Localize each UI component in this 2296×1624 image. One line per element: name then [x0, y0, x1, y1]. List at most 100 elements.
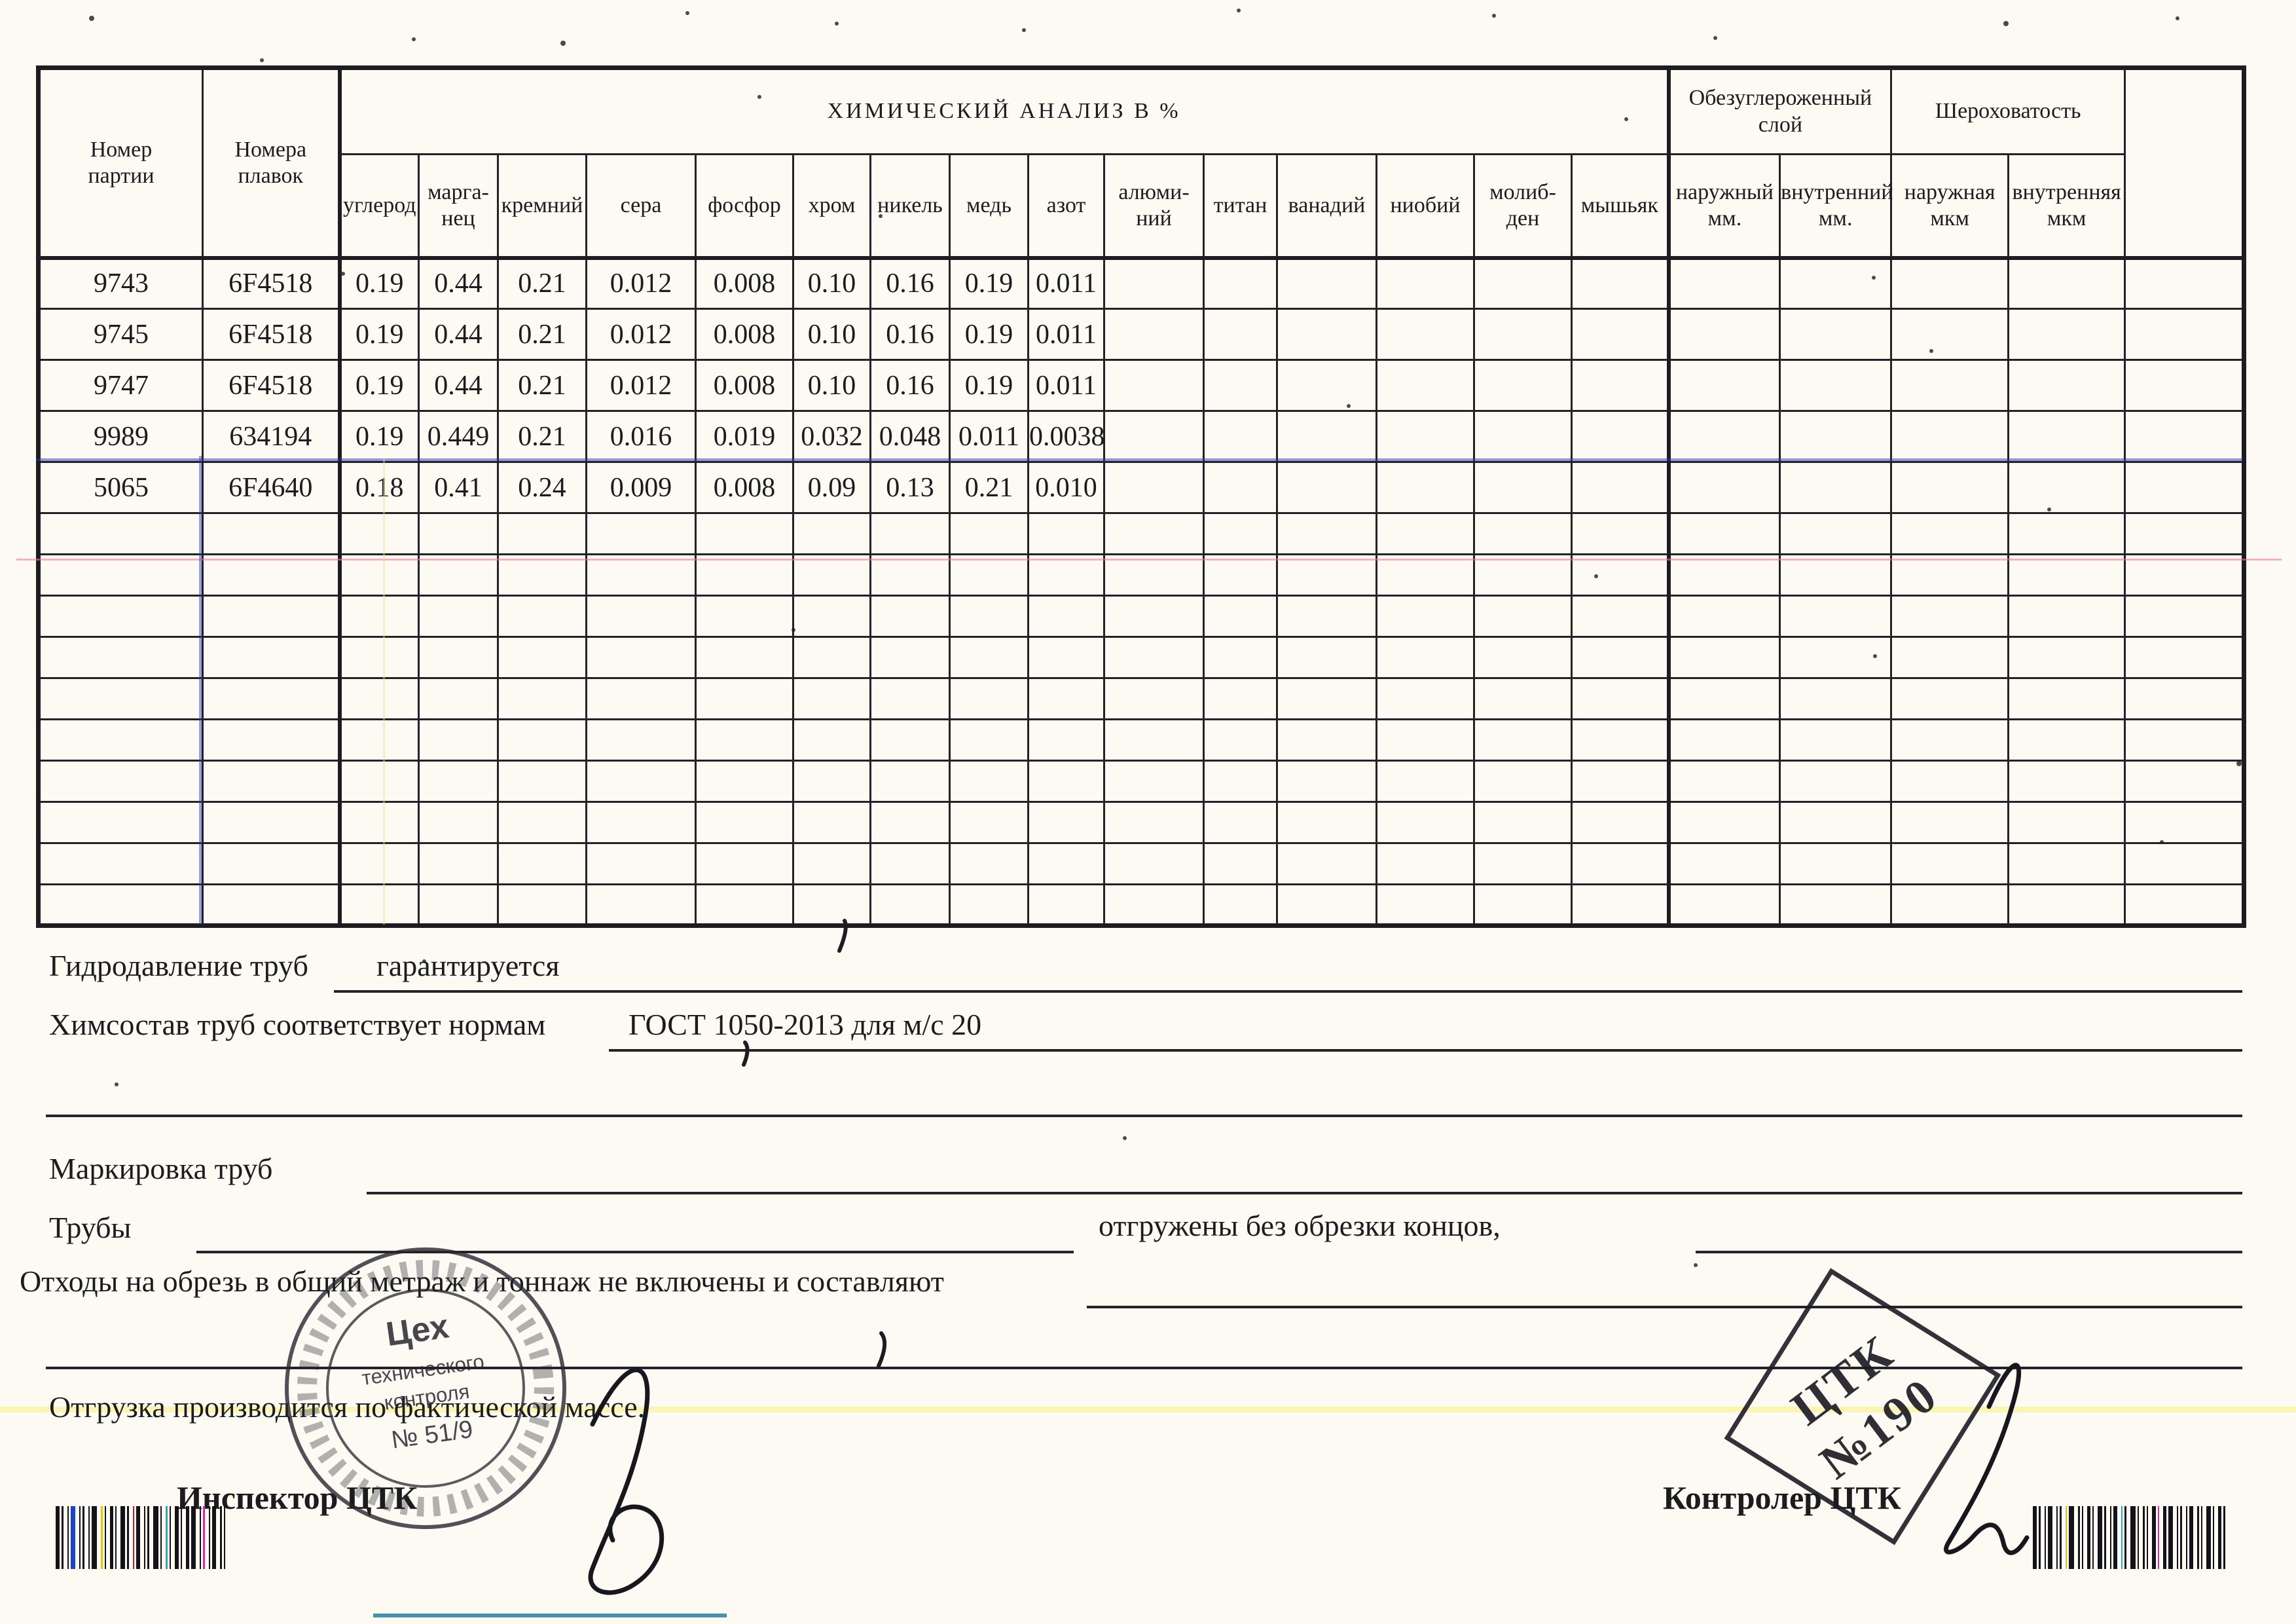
empty-cell: [1103, 553, 1205, 597]
sub-header: ниобий: [1376, 153, 1475, 259]
empty-cell: [1779, 718, 1893, 762]
empty-cell: [1666, 636, 1781, 679]
pen-marks: [742, 919, 887, 1368]
empty-cell: [497, 553, 587, 597]
empty-cell: [2007, 883, 2126, 927]
group-header-roughness: Шероховатость: [1890, 67, 2126, 155]
empty-cell: [1027, 512, 1105, 555]
cell: [2124, 461, 2246, 514]
empty-cell: [1203, 553, 1278, 597]
cell: 0.16: [869, 359, 951, 412]
empty-cell: [869, 718, 951, 762]
table-row: 9747 6F4518 0.19 0.44 0.21 0.012 0.008 0.10 0.16…: [37, 359, 2246, 412]
blank-rule: [46, 1115, 2242, 1117]
barcode-right: [2033, 1506, 2225, 1569]
empty-cell: [792, 553, 871, 597]
cell: 0.0038: [1027, 410, 1105, 463]
empty-cell: [1890, 595, 2010, 638]
empty-cell: [497, 842, 587, 885]
empty-cell: [1570, 636, 1670, 679]
cell: 0.24: [497, 461, 587, 514]
empty-cell: [1779, 636, 1893, 679]
empty-cell: [1103, 842, 1205, 885]
empty-cell: [202, 512, 340, 555]
empty-cell: [1276, 801, 1377, 844]
sub-header: молиб- ден: [1473, 153, 1573, 259]
diamond-stamp-line1: ЦТК: [1781, 1325, 1904, 1435]
second-blank-rule: [46, 1367, 2242, 1369]
cell: [1276, 410, 1377, 463]
analysis-table: Номер партии Номера плавок ХИМИЧЕСКИЙ АНАЛ…: [36, 65, 2247, 928]
cell: [2007, 359, 2126, 412]
cell: 0.016: [585, 410, 697, 463]
empty-cell: [585, 760, 697, 803]
cell: 0.18: [337, 461, 420, 514]
empty-cell: [1473, 718, 1573, 762]
empty-cell: [1276, 760, 1377, 803]
empty-cell: [1027, 760, 1105, 803]
empty-cell: [1666, 512, 1781, 555]
empty-cell: [1890, 553, 2010, 597]
empty-row: [37, 512, 2246, 555]
empty-cell: [1027, 801, 1105, 844]
empty-cell: [1027, 553, 1105, 597]
empty-cell: [1570, 801, 1670, 844]
cell: 6F4518: [202, 359, 340, 412]
empty-cell: [2007, 842, 2126, 885]
empty-cell: [695, 595, 794, 638]
empty-cell: [1203, 512, 1278, 555]
inspector-label: Инспектор ЦТК: [177, 1479, 418, 1516]
empty-row: [37, 677, 2246, 720]
empty-cell: [949, 842, 1029, 885]
empty-cell: [37, 636, 204, 679]
empty-cell: [949, 883, 1029, 927]
cell: 0.44: [418, 255, 499, 310]
cell: 0.011: [1027, 359, 1105, 412]
empty-cell: [695, 677, 794, 720]
empty-cell: [949, 718, 1029, 762]
empty-cell: [1376, 677, 1475, 720]
cell: [1203, 410, 1278, 463]
waste-rule: [1087, 1306, 2242, 1308]
cell: [1103, 410, 1205, 463]
empty-cell: [1203, 842, 1278, 885]
col-header-melt: Номера плавок: [202, 67, 340, 259]
empty-cell: [1376, 595, 1475, 638]
cell: [1666, 410, 1781, 463]
empty-cell: [337, 760, 420, 803]
empty-cell: [585, 553, 697, 597]
cell: [1203, 359, 1278, 412]
cell: [1203, 255, 1278, 310]
empty-cell: [418, 842, 499, 885]
cell: [1473, 359, 1573, 412]
empty-cell: [869, 760, 951, 803]
empty-cell: [37, 595, 204, 638]
empty-cell: [2007, 677, 2126, 720]
cell: [1103, 461, 1205, 514]
cell: 0.41: [418, 461, 499, 514]
empty-cell: [869, 595, 951, 638]
cell: [2007, 255, 2126, 310]
empty-cell: [869, 512, 951, 555]
empty-cell: [202, 883, 340, 927]
cell: 0.19: [337, 255, 420, 310]
cell: [1376, 359, 1475, 412]
empty-cell: [337, 677, 420, 720]
cell: [1276, 359, 1377, 412]
cell: [1276, 255, 1377, 310]
empty-cell: [1103, 760, 1205, 803]
cell: [2007, 308, 2126, 361]
empty-cell: [949, 677, 1029, 720]
empty-cell: [1666, 760, 1781, 803]
empty-cell: [202, 677, 340, 720]
empty-cell: [1203, 595, 1278, 638]
empty-cell: [497, 883, 587, 927]
cell: [1779, 255, 1893, 310]
empty-cell: [1779, 595, 1893, 638]
empty-cell: [1376, 718, 1475, 762]
pipes-note: отгружены без обрезки концов,: [1099, 1209, 1501, 1242]
empty-cell: [1473, 595, 1573, 638]
round-stamp-line2: технического: [360, 1350, 485, 1390]
waste-label: Отходы на обрезь в общий метраж и тоннаж…: [20, 1264, 944, 1298]
cell: 0.019: [695, 410, 794, 463]
